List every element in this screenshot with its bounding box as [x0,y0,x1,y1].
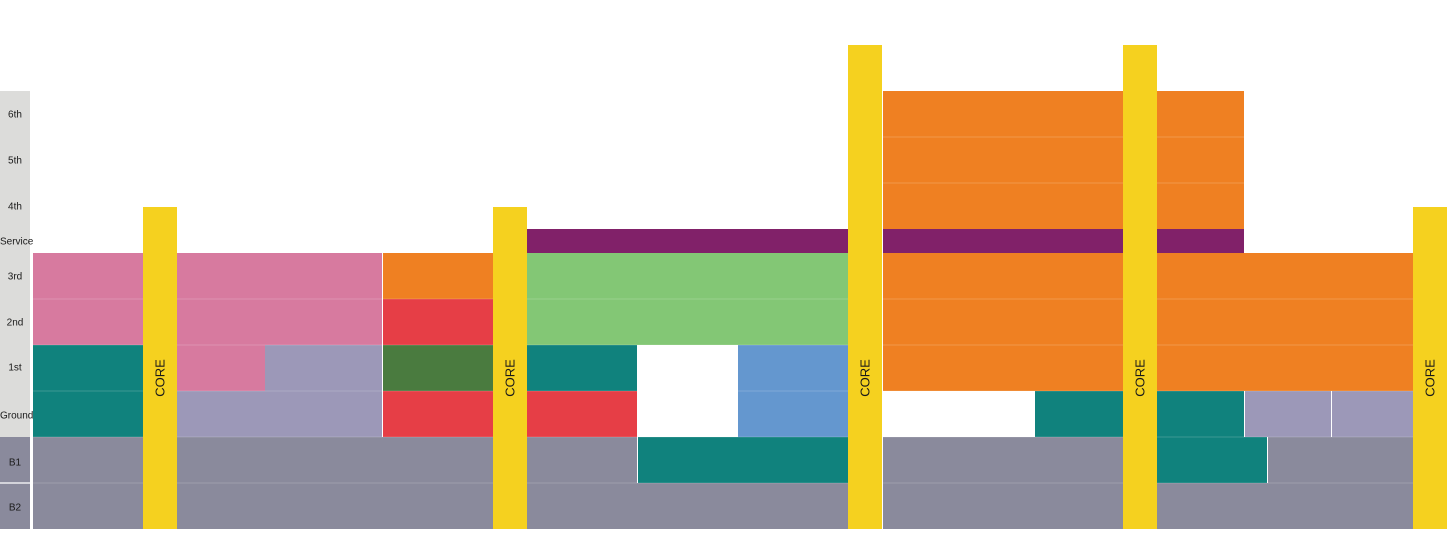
core-label: CORE [1133,359,1148,397]
lavender-block-4 [1332,391,1413,437]
floor-label-b2: B2 [9,503,22,514]
grey-block-b2-4 [883,483,1123,529]
orange-block-3 [883,253,1123,391]
lavender-block-3 [1245,391,1331,437]
red-block-3 [527,391,637,437]
core-bar [848,45,882,529]
red-block-2 [383,391,493,437]
floor-label-5th: 5th [8,156,22,167]
core-column-4: CORE [1123,45,1157,529]
core-column-3: CORE [848,45,882,529]
core-column-1: CORE [143,207,177,529]
grey-block-b1-4 [883,437,1123,483]
use-blocks [33,91,1413,529]
pink-block-2 [177,253,382,345]
core-column-5: CORE [1413,207,1447,529]
core-bar [493,207,527,529]
teal-block-6 [1157,437,1267,483]
purple-block-3 [1157,229,1244,253]
red-block-1 [383,299,493,345]
core-bar [1413,207,1447,529]
core-label: CORE [1423,359,1438,397]
grey-block-b1-1 [33,437,143,483]
floor-label-6th: 6th [8,110,22,121]
core-label: CORE [503,359,518,397]
floor-label-service: Service [0,237,34,248]
teal-block-2 [527,345,637,391]
floor-label-b1: B1 [9,458,22,469]
label-column-background [0,91,30,437]
orange-block-4 [1157,91,1244,229]
lavender-block-1 [265,345,382,391]
teal-block-3 [638,437,848,483]
orange-block-5 [1157,253,1413,391]
floor-label-ground: Ground [0,411,33,422]
purple-block-1 [527,229,848,253]
core-columns: CORE CORE CORE CORE CORE [143,45,1447,529]
teal-block-1 [33,345,143,437]
core-label: CORE [153,359,168,397]
floor-label-2nd: 2nd [7,318,24,329]
dark-green-block-1 [383,345,493,391]
teal-block-4 [1035,391,1123,437]
pink-block-1 [33,253,143,345]
grey-block-b2-5 [1157,483,1413,529]
grey-block-b2-3 [527,483,848,529]
orange-block-2 [883,91,1123,229]
grey-block-b2-1 [33,483,143,529]
orange-block-1 [383,253,493,299]
floor-label-4th: 4th [8,202,22,213]
grey-block-b1-5 [1268,437,1413,483]
purple-block-2 [883,229,1123,253]
core-label: CORE [858,359,873,397]
core-bar [1123,45,1157,529]
core-column-2: CORE [493,207,527,529]
core-bar [143,207,177,529]
light-green-block-1 [527,253,848,345]
lavender-block-2 [177,391,382,437]
blue-block-1 [738,345,848,437]
grey-block-b1-3 [527,437,637,483]
teal-block-5 [1157,391,1244,437]
grey-block-b1-2 [177,437,493,483]
floor-label-column [0,91,30,529]
floor-labels: 6th 5th 4th Service 3rd 2nd 1st Ground B1 B2 [0,110,34,514]
floor-label-1st: 1st [8,363,22,374]
pink-block-3 [177,345,265,391]
grey-block-b2-2 [177,483,493,529]
floor-label-3rd: 3rd [8,272,22,283]
